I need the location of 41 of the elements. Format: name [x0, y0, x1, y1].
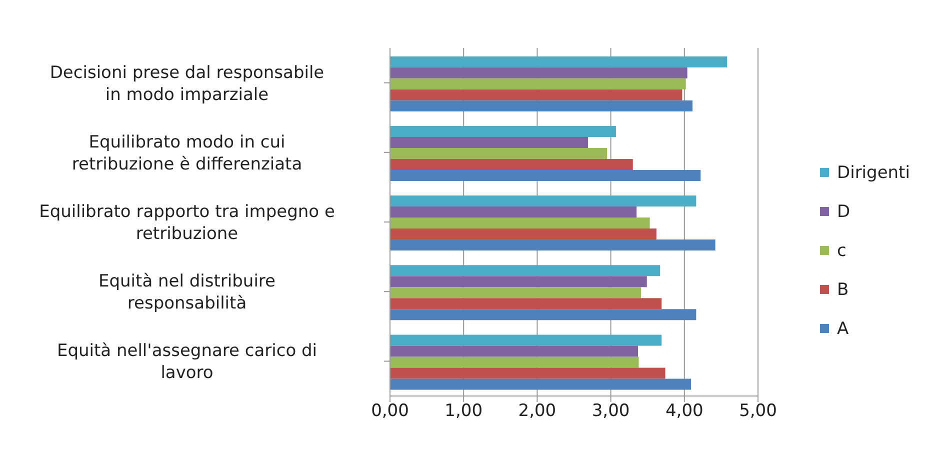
y-tick-label: Equità nel distribuire responsabilità [98, 272, 276, 314]
bar [390, 89, 682, 100]
legend-label: B [837, 280, 849, 300]
y-tick-label: Equilibrato rapporto tra impegno e retribuzione [39, 202, 335, 244]
y-tick-label: Decisioni prese dal responsabile in modo imparziale [50, 62, 324, 105]
y-tick-label: Equità nell'assegnare carico di lavoro [56, 341, 318, 384]
bar [390, 346, 638, 357]
x-tick-label: 4,00 [665, 401, 704, 422]
x-tick-label: 2,00 [518, 401, 556, 422]
x-tick-label: 3,00 [592, 401, 630, 422]
x-tick-label: 0,00 [371, 401, 409, 422]
bar [390, 67, 688, 78]
legend-label: Dirigenti [837, 162, 910, 182]
bar [390, 356, 639, 368]
bar [390, 240, 716, 251]
bar [390, 218, 650, 229]
bar [390, 265, 660, 276]
bar [390, 287, 641, 298]
bar [390, 148, 608, 159]
bar [390, 100, 692, 112]
bar [390, 136, 588, 148]
x-tick-label: 5,00 [739, 401, 777, 422]
bar [390, 78, 686, 90]
bar [390, 309, 696, 320]
bar [390, 196, 696, 207]
bar [390, 158, 633, 170]
bar [390, 334, 662, 346]
bar [390, 126, 616, 137]
legend-label: D [837, 202, 850, 222]
bar [390, 276, 647, 288]
x-tick-label: 1,00 [444, 401, 483, 422]
bar [390, 378, 692, 390]
bar [390, 56, 728, 68]
legend-label: c [837, 240, 846, 260]
legend-label: A [837, 318, 849, 338]
bar [390, 298, 662, 310]
y-tick-label: Equilibrato modo in cui retribuzione è differenziata [72, 132, 302, 174]
bar [390, 206, 637, 218]
bar [390, 170, 701, 181]
bar [390, 368, 666, 379]
bar [390, 228, 656, 240]
